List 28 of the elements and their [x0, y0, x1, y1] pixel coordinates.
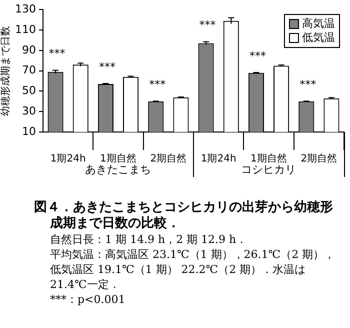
- legend-label: 高気温: [302, 17, 335, 31]
- x-tick-label: 1期24h: [50, 152, 86, 165]
- text: コシヒカリ: [241, 162, 296, 176]
- x-tick-label: 1期自然: [250, 152, 287, 165]
- x-tick-label: 1期自然: [100, 152, 136, 165]
- text: あきたこまち: [85, 162, 152, 176]
- y-tick-label: 70: [22, 64, 36, 77]
- y-tick-label: 110: [14, 22, 36, 36]
- annotation: ***: [199, 18, 216, 32]
- y-tick-label: 90: [22, 43, 36, 56]
- annotation: ***: [149, 78, 166, 91]
- annotation: ***: [249, 49, 266, 62]
- y-tick-label: 50: [22, 84, 36, 98]
- y-tick-label: 30: [22, 104, 36, 118]
- text: 自然日長：1 期 14.9 h，2 期 12.9 h．: [50, 232, 248, 247]
- text: 平均気温：高気温区 23.1℃（1 期），26.1℃（2 期），低気温区 19.1℃（1 期） 22.2℃（2 期）．水温は 21.4℃一定．: [50, 247, 336, 292]
- annotation: ***: [48, 47, 66, 60]
- y-tick-label: 10: [22, 124, 36, 138]
- x-tick-label: 2期自然: [150, 152, 187, 165]
- text: 低気温: [302, 31, 335, 45]
- annotation: ***: [300, 78, 317, 91]
- text: ***：p<0.001: [50, 292, 126, 307]
- annotation: ***: [98, 60, 116, 74]
- text: 図４．あきたこまちとコシヒカリの出芽から幼穂形成期まで日数の比較．: [33, 200, 334, 232]
- y-axis-title: 幼穂形成期まで日数: [0, 26, 12, 116]
- x-tick-label: 2期自然: [300, 152, 338, 165]
- x-tick-label: 1期24h: [200, 152, 236, 165]
- y-tick-label: 130: [14, 2, 36, 16]
